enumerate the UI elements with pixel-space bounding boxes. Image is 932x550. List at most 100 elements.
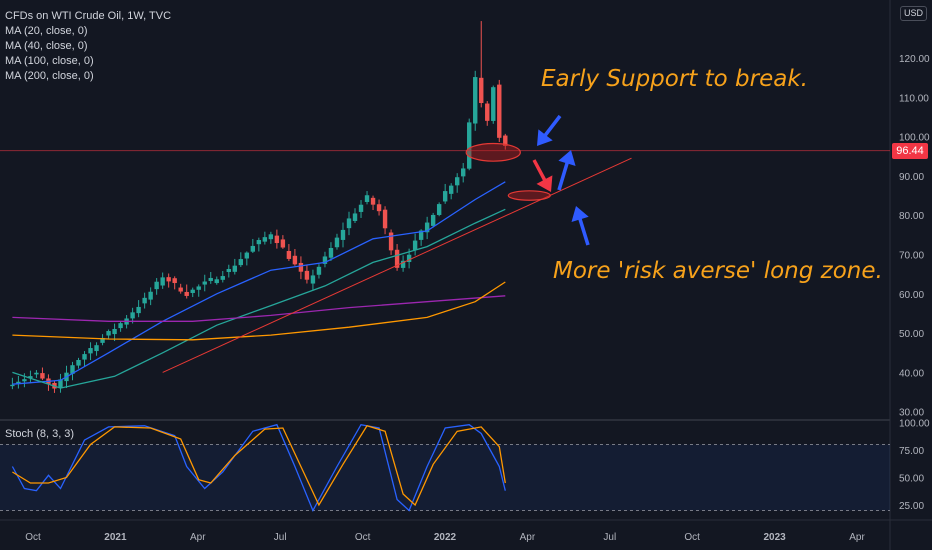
candle-body	[503, 135, 508, 146]
candle-body	[10, 384, 15, 387]
candle-body	[250, 245, 256, 252]
ma100-line	[12, 295, 506, 322]
time-tick-label: Oct	[684, 532, 700, 543]
axes: 30.00 40.00 50.00 60.00 70.00 80.00 90.00 100.0…	[25, 54, 930, 543]
candle-body	[418, 230, 424, 240]
candle-body	[292, 255, 298, 265]
candle-body	[412, 240, 418, 250]
candle-body	[370, 197, 376, 205]
arrow-bounce-up	[557, 150, 576, 191]
candle-body	[310, 275, 316, 284]
time-tick-label: Jul	[603, 532, 616, 543]
candle-body	[298, 262, 304, 272]
legend-ma200: MA (200, close, 0)	[5, 70, 94, 82]
candle-body	[76, 359, 81, 366]
candle-body	[430, 214, 436, 226]
candle-body	[196, 286, 201, 290]
candle-body	[106, 331, 111, 336]
candle-body	[394, 249, 400, 268]
candle-body	[358, 204, 364, 212]
legend-ma20: MA (20, close, 0)	[5, 25, 88, 37]
drawings[interactable]	[0, 114, 890, 373]
candle-body	[274, 235, 280, 244]
candle-body	[406, 254, 412, 263]
candle-body	[190, 289, 195, 293]
arrow-to-long-zone	[571, 206, 590, 246]
candle-body	[448, 185, 454, 194]
candle-body	[473, 77, 478, 124]
time-tick-label: Oct	[25, 532, 41, 543]
long-zone-ellipse	[507, 190, 551, 201]
candle-body	[172, 278, 177, 284]
time-tick-label: Apr	[520, 532, 536, 543]
stoch-tick-label: 50.00	[899, 474, 924, 485]
candle-body	[184, 291, 189, 296]
candle-body	[226, 268, 231, 273]
candle-body	[130, 312, 135, 319]
candle-body	[118, 323, 123, 329]
candle-body	[40, 373, 45, 379]
candle-body	[220, 276, 225, 280]
time-tick-label: Jul	[274, 532, 287, 543]
candle-body	[214, 279, 219, 284]
price-tick-label: 30.00	[899, 408, 924, 419]
arrow-down-to-long-zone	[532, 159, 553, 192]
stoch-tick-label: 75.00	[899, 446, 924, 457]
candle-body	[142, 297, 147, 304]
candle-body	[256, 240, 262, 245]
arrow-to-support-zone	[537, 114, 562, 146]
candle-body	[94, 345, 99, 352]
candle-body	[454, 177, 460, 186]
candle-body	[322, 256, 328, 264]
price-tick-label: 40.00	[899, 368, 924, 379]
time-tick-label: Apr	[849, 532, 865, 543]
candle-body	[238, 259, 244, 266]
candle-body	[442, 191, 448, 202]
price-tick-label: 100.00	[899, 133, 930, 144]
candle-body	[208, 277, 213, 281]
candle-body	[34, 372, 39, 375]
time-tick-label: 2023	[763, 532, 786, 543]
candle-body	[70, 365, 75, 374]
candle-body	[154, 281, 159, 290]
candle-body	[268, 234, 274, 240]
candle-body	[328, 247, 334, 258]
candle-body	[112, 328, 117, 335]
candle-body	[28, 376, 33, 379]
candle-body	[136, 306, 141, 314]
stoch-tick-label: 25.00	[899, 501, 924, 512]
candle-body	[400, 260, 406, 268]
stoch-tick-label: 100.00	[899, 419, 930, 430]
ma20-line	[12, 181, 506, 385]
candle-body	[100, 337, 105, 343]
candle-body	[82, 354, 87, 360]
candle-body	[160, 277, 165, 286]
price-pane[interactable]	[10, 21, 508, 393]
time-tick-label: 2022	[434, 532, 457, 543]
ma200-line	[12, 281, 506, 341]
candle-body	[286, 250, 292, 259]
stoch-k-line	[11, 423, 506, 513]
price-tick-label: 120.00	[899, 54, 930, 65]
candle-body	[436, 204, 442, 215]
support-trendline	[162, 157, 632, 373]
candle-body	[58, 379, 63, 388]
candle-body	[479, 77, 484, 104]
candle-body	[232, 265, 237, 272]
candle-body	[202, 281, 207, 285]
legend-ma100: MA (100, close, 0)	[5, 55, 94, 67]
candle-body	[262, 237, 268, 242]
candle-body	[485, 103, 490, 121]
stoch-band	[0, 444, 890, 511]
price-tick-label: 80.00	[899, 211, 924, 222]
candle-body	[22, 379, 27, 382]
annotation-long-zone: More 'risk averse' long zone.	[553, 258, 883, 284]
candle-body	[424, 222, 430, 233]
stoch-pane[interactable]	[0, 423, 890, 513]
support-zone-ellipse	[465, 142, 521, 162]
candle-body	[280, 239, 286, 248]
currency-badge[interactable]: USD	[900, 6, 928, 21]
time-tick-label: Apr	[190, 532, 206, 543]
